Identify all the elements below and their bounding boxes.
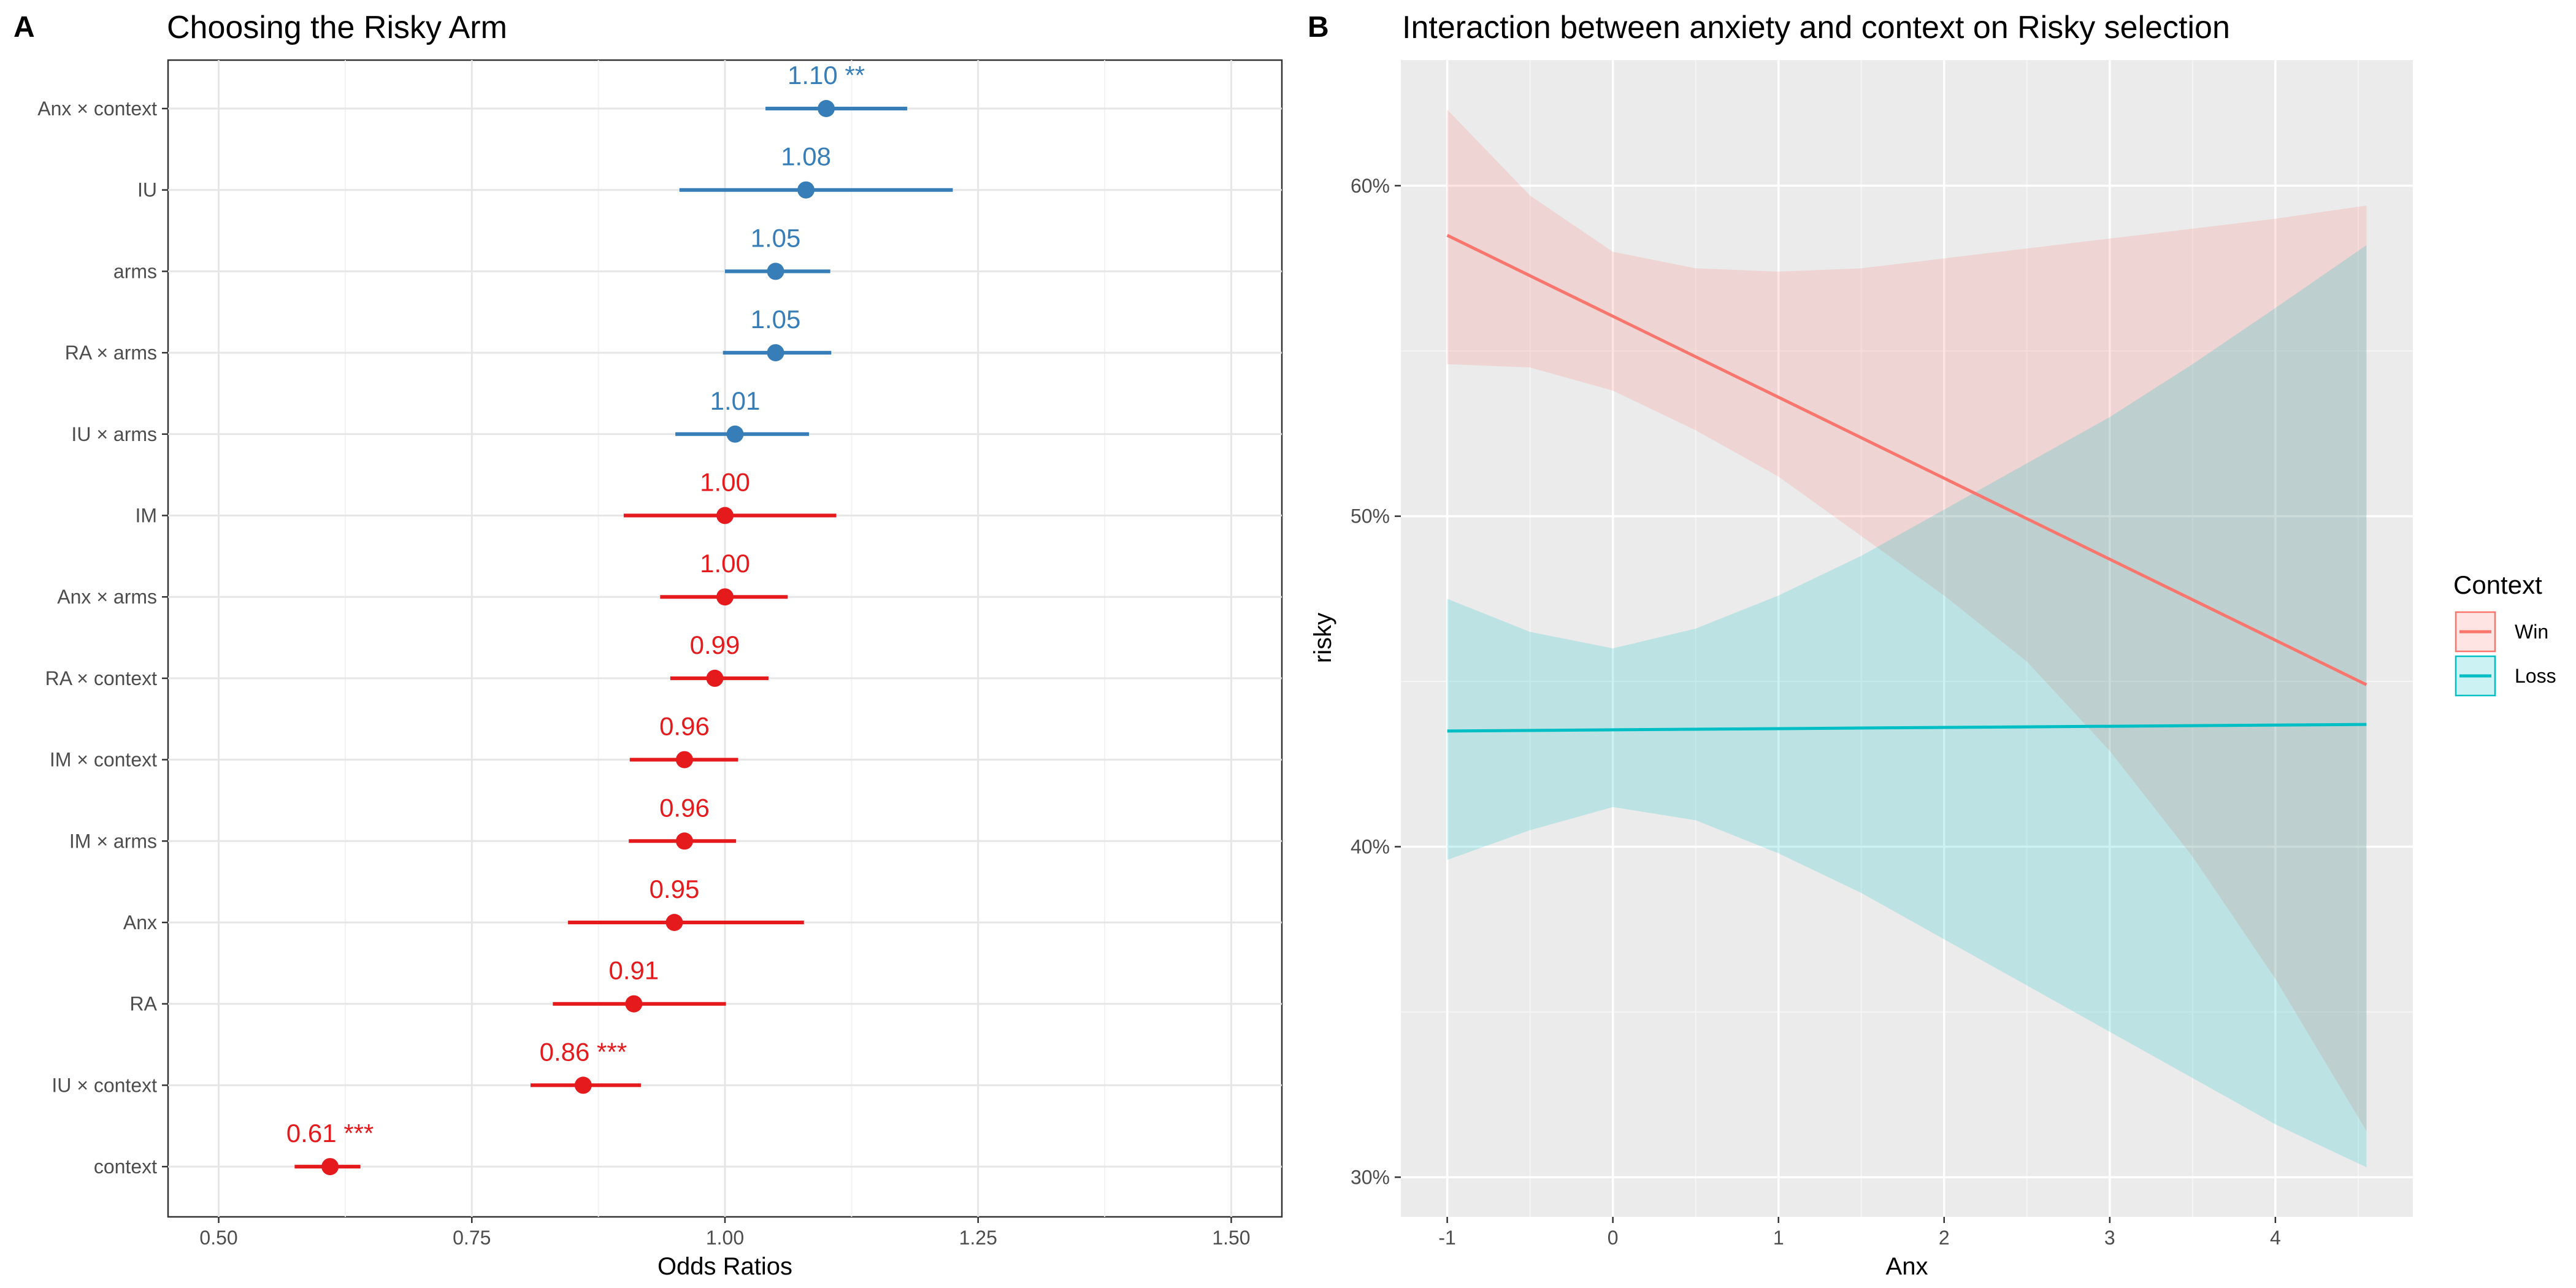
estimate-label: 1.00	[700, 549, 750, 578]
confidence-band-win	[1447, 109, 2367, 1131]
y-tick-label: 30%	[1351, 1166, 1390, 1188]
estimate-label: 1.01	[710, 386, 761, 415]
estimate-point	[716, 507, 734, 524]
estimate-label: 0.96	[659, 793, 710, 822]
estimate-point	[665, 914, 683, 931]
estimate-label: 1.05	[751, 305, 801, 334]
estimate-label: 0.96	[659, 712, 710, 741]
panel-b-letter: B	[1308, 11, 1329, 44]
x-tick-label: 4	[2270, 1227, 2281, 1249]
panel-a-letter: A	[13, 11, 35, 44]
panel-b-gridlines	[1401, 60, 2413, 1217]
estimate-label: 0.95	[650, 875, 700, 903]
estimate-point	[767, 344, 784, 362]
x-tick-label: 0.75	[453, 1227, 491, 1249]
panel-b-series-lines	[1446, 234, 2367, 733]
estimate-point	[797, 181, 815, 199]
panel-b-y-axis-title: risky	[1309, 613, 1336, 663]
estimate-point	[716, 588, 734, 606]
estimate-label: 0.91	[609, 956, 659, 985]
y-tick-label: RA × context	[45, 667, 157, 689]
y-tick-label: 40%	[1351, 835, 1390, 857]
estimate-point	[574, 1076, 592, 1094]
x-tick-label: 1.00	[706, 1227, 744, 1249]
y-tick-label: Anx	[123, 911, 157, 933]
y-tick-label: IU	[137, 179, 157, 201]
estimate-point	[675, 751, 693, 769]
y-tick-label: 50%	[1351, 505, 1390, 527]
y-tick-label: IU × context	[52, 1074, 157, 1096]
y-tick-label: IM	[135, 505, 157, 527]
x-tick-label: 0	[1608, 1227, 1619, 1249]
panel-b-title: Interaction between anxiety and context …	[1402, 10, 2230, 45]
panel-a-x-axis-title: Odds Ratios	[657, 1253, 792, 1280]
x-tick-label: 1.25	[959, 1227, 997, 1249]
panel-b-confidence-bands	[1447, 109, 2367, 1168]
estimate-label: 1.05	[751, 223, 801, 252]
x-tick-label: 1	[1773, 1227, 1784, 1249]
series-line-loss	[1447, 723, 2367, 733]
x-tick-label: 2	[1939, 1227, 1950, 1249]
x-tick-label: 1.50	[1212, 1227, 1250, 1249]
y-tick-label: arms	[113, 260, 157, 282]
legend-label-loss: Loss	[2515, 665, 2556, 687]
panel-a-y-tick-labels: Anx × context IU arms RA × arms IU × arms IM A…	[37, 98, 168, 1178]
y-tick-label: IM × arms	[69, 830, 157, 852]
x-tick-label: 3	[2104, 1227, 2115, 1249]
panel-a-title: Choosing the Risky Arm	[167, 10, 507, 45]
x-tick-label: -1	[1438, 1227, 1455, 1249]
y-tick-label: Anx × arms	[57, 586, 157, 608]
estimate-point	[625, 995, 643, 1013]
estimate-label: 0.61 ***	[286, 1119, 374, 1148]
panel-b-x-tick-labels: -1 0 1 2 3 4	[1438, 1217, 2281, 1249]
y-tick-label: 60%	[1351, 175, 1390, 197]
estimate-label: 1.00	[700, 468, 750, 497]
panel-b-plot-area	[1401, 60, 2413, 1217]
estimate-point	[726, 425, 744, 443]
panel-b-y-tick-labels: 30% 40% 50% 60%	[1351, 175, 1401, 1188]
y-tick-label: IM × context	[50, 749, 157, 771]
estimate-label: 1.08	[781, 142, 831, 171]
estimate-label: 0.99	[690, 631, 740, 659]
panel-a-x-tick-labels: 0.50 0.75 1.00 1.25 1.50	[199, 1217, 1251, 1249]
y-tick-label: IU × arms	[71, 423, 157, 445]
estimate-point	[818, 100, 835, 117]
series-line-win	[1446, 234, 2367, 686]
estimate-point	[767, 263, 784, 280]
y-tick-label: context	[94, 1156, 157, 1178]
panel-a-marks: 1.10 ** 1.08 1.05 1.05 1.01 1.00 1.00 0.99 0.96 0…	[286, 61, 953, 1176]
confidence-band-loss	[1447, 245, 2367, 1168]
estimate-label: 1.10 **	[788, 61, 865, 90]
estimate-label: 0.86 ***	[540, 1037, 627, 1066]
x-tick-label: 0.50	[199, 1227, 237, 1249]
legend-title: Context	[2453, 570, 2542, 599]
legend-label-win: Win	[2515, 621, 2548, 643]
y-tick-label: RA	[130, 993, 158, 1015]
y-tick-label: Anx × context	[37, 98, 157, 120]
estimate-point	[675, 832, 693, 850]
y-tick-label: RA × arms	[65, 342, 157, 364]
legend: Win Loss	[2455, 611, 2556, 697]
estimate-point	[706, 669, 724, 687]
panel-b-x-axis-title: Anx	[1886, 1253, 1928, 1280]
estimate-point	[321, 1158, 339, 1176]
